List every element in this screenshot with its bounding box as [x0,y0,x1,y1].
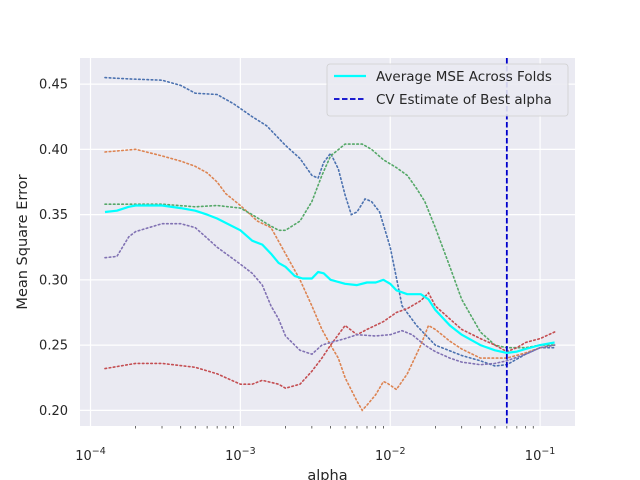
y-tick-label: 0.30 [39,273,68,288]
average-line-group [104,204,555,354]
fold-line-4 [104,291,556,390]
y-tick-labels: 0.20 0.25 0.30 0.35 0.40 0.45 [39,78,68,419]
y-tick-label: 0.20 [39,404,68,419]
legend: Average MSE Across Folds CV Estimate of … [326,63,569,117]
y-tick-label: 0.40 [39,143,68,158]
fold-line-5 [104,222,556,366]
legend-box [326,63,569,117]
y-tick-label: 0.45 [39,78,68,93]
fold-lines [104,76,556,412]
y-tick-label: 0.25 [39,339,68,354]
fold-line-3 [104,143,556,349]
x-axis-label: alpha [307,468,347,480]
x-tick-label: 10−2 [375,446,406,464]
x-tick-label: 10−4 [75,446,106,464]
x-tick-label: 10−1 [525,446,556,464]
y-axis-label: Mean Square Error [15,174,31,309]
legend-label-best-alpha: CV Estimate of Best alpha [376,92,552,108]
x-tick-labels: 10−4 10−3 10−2 10−1 [75,446,555,464]
y-tick-label: 0.35 [39,208,68,223]
fold-line-1 [104,76,556,367]
x-tick-label: 10−3 [225,446,256,464]
plot-area [80,58,575,426]
legend-label-average: Average MSE Across Folds [376,69,552,85]
fold-line-2 [104,148,556,412]
average-mse-line [104,204,555,354]
